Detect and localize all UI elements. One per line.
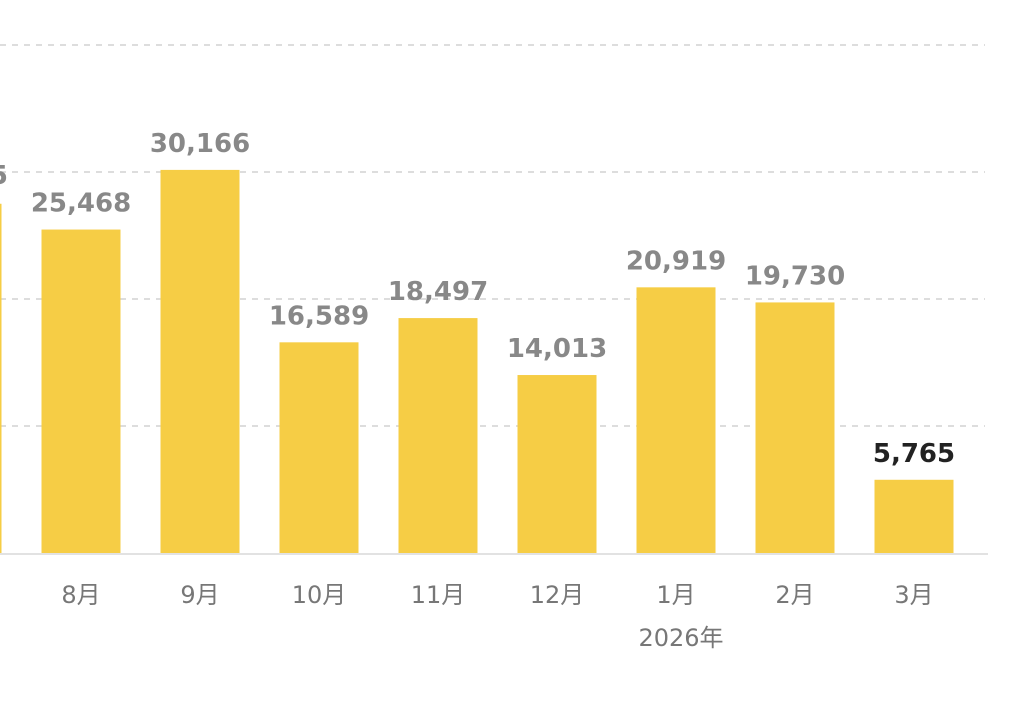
bar-9月 (160, 169, 240, 554)
bar-8月 (41, 229, 121, 553)
x-tick-label: 11月 (411, 581, 466, 609)
bar-1月 (636, 287, 716, 553)
bar-10月 (279, 342, 359, 553)
bar-7月 (0, 203, 2, 553)
value-labels: 5 25,468 30,166 16,589 18,497 14,013 20,919 19,… (0, 129, 955, 469)
bar-3月 (874, 479, 954, 553)
value-label: 20,919 (626, 246, 726, 276)
x-axis: 8月 9月 10月 11月 12月 1月 2026年 2月 3月 (61, 581, 933, 652)
value-label: 16,589 (269, 301, 369, 331)
x-tick-label: 2月 (775, 581, 814, 609)
value-label: 30,166 (150, 129, 250, 159)
x-tick-label: 12月 (530, 581, 585, 609)
value-label: 5 (0, 161, 8, 191)
x-tick-label: 3月 (894, 581, 933, 609)
gridlines (0, 44, 988, 555)
x-tick-label: 9月 (180, 581, 219, 609)
x-tick-label: 1月 (656, 581, 695, 609)
value-label: 19,730 (745, 261, 845, 291)
bar-2月 (755, 302, 835, 553)
value-label: 18,497 (388, 277, 488, 307)
year-label: 2026年 (638, 624, 723, 652)
bars (0, 169, 954, 554)
value-label: 14,013 (507, 334, 607, 364)
bar-11月 (398, 318, 478, 553)
x-tick-label: 10月 (292, 581, 347, 609)
value-label: 25,468 (31, 189, 131, 219)
value-label: 5,765 (873, 439, 955, 469)
bar-12月 (517, 375, 597, 553)
x-tick-label: 8月 (61, 581, 100, 609)
